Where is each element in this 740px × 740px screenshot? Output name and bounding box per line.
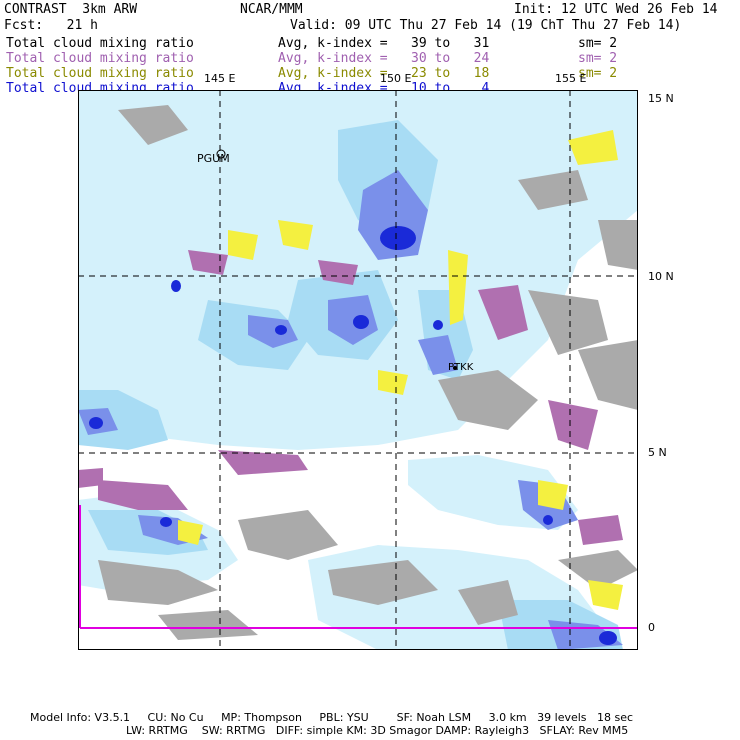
map-frame: [78, 90, 638, 650]
lon-label-145e: 145 E: [204, 72, 236, 85]
field-name-1: Total cloud mixing ratio: [6, 36, 194, 51]
valid-time: Valid: 09 UTC Thu 27 Feb 14 (19 ChT Thu …: [290, 18, 682, 33]
forecast-hour: Fcst: 21 h: [4, 18, 98, 33]
model-info-line-1: Model Info: V3.5.1 CU: No Cu MP: Thompso…: [30, 711, 634, 724]
station-label-ptkk: PTKK: [448, 362, 474, 373]
model-title: CONTRAST 3km ARW: [4, 2, 138, 17]
field-range-2: Avg, k-index = 30 to 24: [278, 51, 490, 66]
station-marker-pgum: [216, 149, 226, 159]
field-name-2: Total cloud mixing ratio: [6, 51, 194, 66]
init-time: Init: 12 UTC Wed 26 Feb 14: [514, 2, 718, 17]
lat-lon-grid: [78, 90, 638, 650]
dark-blue-cores: [89, 226, 617, 645]
lat-label-5n: 5 N: [648, 446, 667, 459]
lon-label-150e: 150 E: [380, 72, 412, 85]
field-sm-1: sm= 2: [578, 36, 618, 51]
yellow-cloud-layer: [178, 130, 623, 610]
field-sm-3: sm= 2: [578, 66, 618, 81]
station-label-pgum: PGUM: [197, 152, 230, 165]
gray-cloud-layer: [98, 105, 638, 640]
lon-label-155e: 155 E: [555, 72, 587, 85]
field-name-3: Total cloud mixing ratio: [6, 66, 194, 81]
lat-label-0: 0: [648, 621, 655, 634]
station-marker-ptkk: [453, 366, 457, 370]
field-range-3: Avg, k-index = 23 to 18: [278, 66, 490, 81]
purple-cloud-layer: [78, 250, 623, 545]
lat-label-15n: 15 N: [648, 92, 674, 105]
model-info-line-2: LW: RRTMG SW: RRTMG DIFF: simple KM: 3D …: [126, 724, 629, 737]
lat-label-10n: 10 N: [648, 270, 674, 283]
cloud-map: [78, 90, 638, 650]
field-sm-2: sm= 2: [578, 51, 618, 66]
organization-label: NCAR/MMM: [240, 2, 303, 17]
field-range-1: Avg, k-index = 39 to 31: [278, 36, 490, 51]
